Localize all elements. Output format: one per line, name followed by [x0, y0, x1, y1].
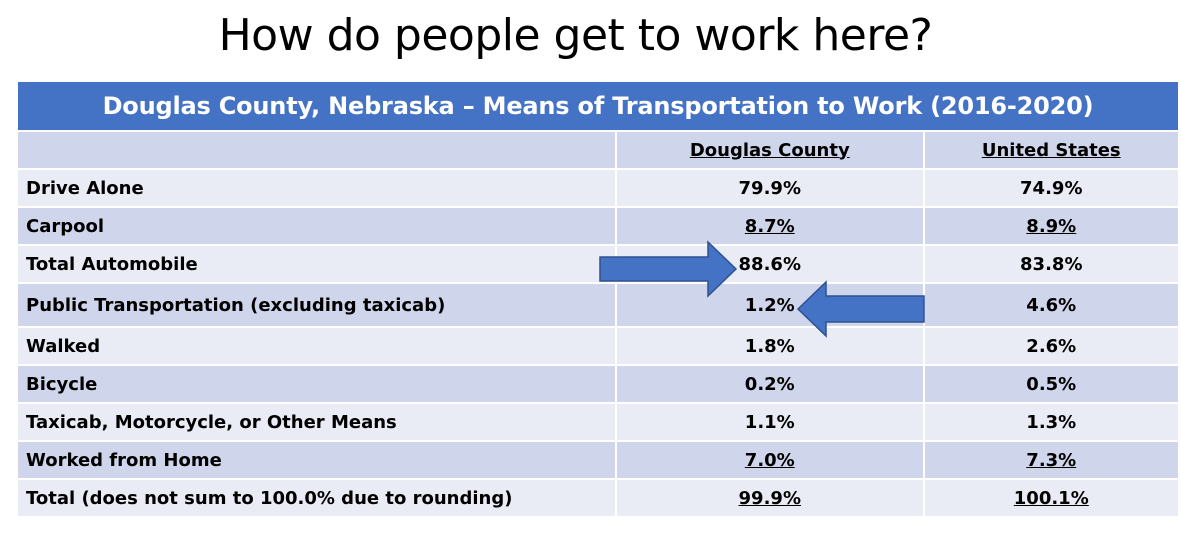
- table-banner-row: Douglas County, Nebraska – Means of Tran…: [16, 80, 1180, 132]
- arrow-right-icon: [599, 240, 738, 298]
- arrow-left-icon: [796, 280, 925, 338]
- us-value: 2.6%: [922, 326, 1181, 366]
- douglas-value: 1.8%: [615, 326, 925, 366]
- us-value: 8.9%: [922, 206, 1181, 246]
- header-douglas-county: Douglas County: [615, 130, 925, 170]
- us-value: 4.6%: [922, 282, 1181, 328]
- table-row: Carpool 8.7% 8.9%: [16, 206, 1181, 246]
- us-value: 7.3%: [922, 440, 1181, 480]
- transportation-table: Douglas County, Nebraska – Means of Tran…: [16, 80, 1181, 518]
- row-label: Public Transportation (excluding taxicab…: [16, 282, 617, 328]
- row-label: Carpool: [16, 206, 617, 246]
- douglas-value: 99.9%: [615, 478, 925, 518]
- row-label: Walked: [16, 326, 617, 366]
- table-header-row: Douglas County United States: [16, 130, 1181, 170]
- row-label: Drive Alone: [16, 168, 617, 208]
- douglas-value: 8.7%: [615, 206, 925, 246]
- row-label: Total (does not sum to 100.0% due to rou…: [16, 478, 617, 518]
- table-row: Taxicab, Motorcycle, or Other Means 1.1%…: [16, 402, 1181, 442]
- douglas-value: 7.0%: [615, 440, 925, 480]
- table-row: Drive Alone 79.9% 74.9%: [16, 168, 1181, 208]
- table-row: Total (does not sum to 100.0% due to rou…: [16, 478, 1181, 518]
- table-row: Walked 1.8% 2.6%: [16, 326, 1181, 366]
- table-row: Worked from Home 7.0% 7.3%: [16, 440, 1181, 480]
- header-label: [16, 130, 617, 170]
- header-united-states: United States: [922, 130, 1181, 170]
- table-row: Bicycle 0.2% 0.5%: [16, 364, 1181, 404]
- douglas-value: 79.9%: [615, 168, 925, 208]
- us-value: 0.5%: [922, 364, 1181, 404]
- table-banner: Douglas County, Nebraska – Means of Tran…: [16, 80, 1180, 132]
- douglas-value: 1.1%: [615, 402, 925, 442]
- douglas-value: 0.2%: [615, 364, 925, 404]
- page-title: How do people get to work here?: [218, 10, 933, 61]
- us-value: 1.3%: [922, 402, 1181, 442]
- row-label: Worked from Home: [16, 440, 617, 480]
- row-label: Bicycle: [16, 364, 617, 404]
- row-label: Taxicab, Motorcycle, or Other Means: [16, 402, 617, 442]
- us-value: 74.9%: [922, 168, 1181, 208]
- us-value: 100.1%: [922, 478, 1181, 518]
- row-label: Total Automobile: [16, 244, 617, 284]
- us-value: 83.8%: [922, 244, 1181, 284]
